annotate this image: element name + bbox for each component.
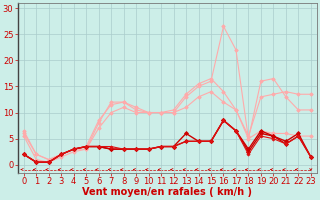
X-axis label: Vent moyen/en rafales ( km/h ): Vent moyen/en rafales ( km/h ) xyxy=(82,187,252,197)
